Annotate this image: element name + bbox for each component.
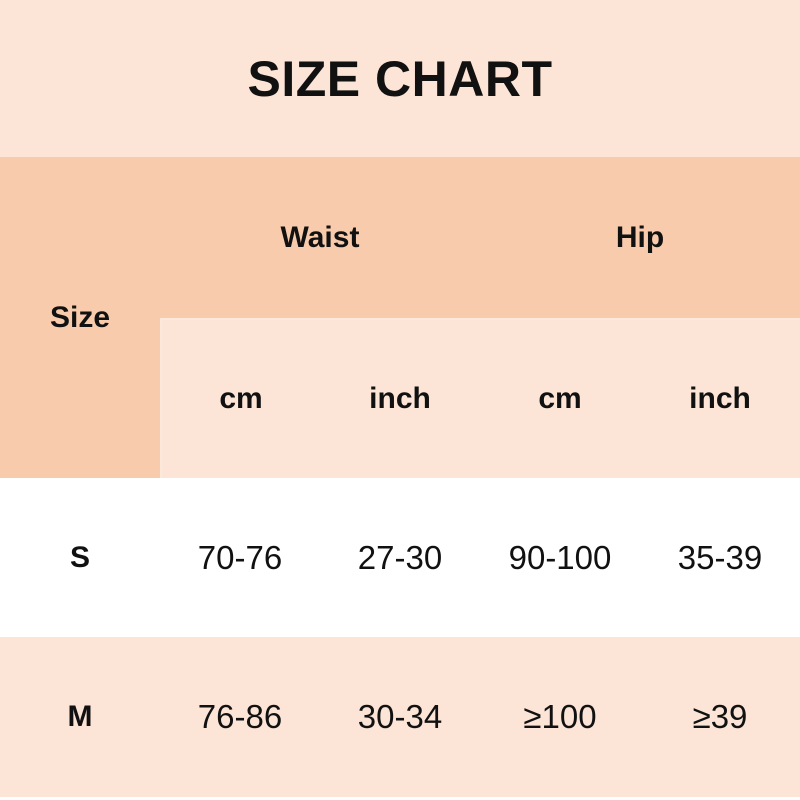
waist-inch-value: 27-30 (320, 478, 480, 637)
header-waist: Waist (160, 157, 480, 318)
header-hip-cm: cm (480, 318, 640, 478)
hip-inch-value: 35-39 (640, 478, 800, 637)
header-hip-inch: inch (640, 318, 800, 478)
waist-cm-value: 76-86 (160, 637, 320, 797)
row-size: S (0, 478, 160, 637)
waist-cm-value: 70-76 (160, 478, 320, 637)
waist-inch-value: 30-34 (320, 637, 480, 797)
hip-cm-value: ≥100 (480, 637, 640, 797)
page-title: SIZE CHART (0, 0, 800, 157)
header-waist-inch: inch (320, 318, 480, 478)
row-size: M (0, 637, 160, 797)
hip-cm-value: 90-100 (480, 478, 640, 637)
header-waist-cm: cm (160, 318, 320, 478)
hip-inch-value: ≥39 (640, 637, 800, 797)
header-size: Size (0, 157, 160, 478)
header-hip: Hip (480, 157, 800, 318)
